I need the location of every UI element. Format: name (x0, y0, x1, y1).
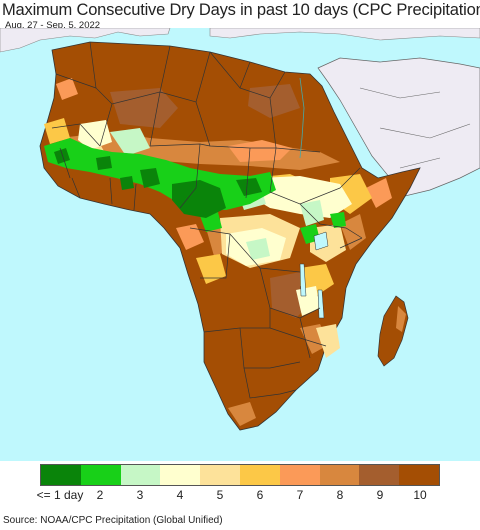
legend-label-1: <= 1 day (36, 488, 84, 502)
legend-swatch-7 (279, 465, 320, 485)
country-borders (51, 41, 363, 399)
africa-dry-days-map (0, 28, 480, 461)
europe-land (0, 28, 171, 53)
class-1-areas (54, 148, 262, 218)
legend-label-3: 3 (136, 488, 144, 502)
legend: <= 1 day 2 3 4 5 6 7 8 9 10 (36, 464, 440, 504)
legend-label-7: 7 (296, 488, 304, 502)
legend-swatch-8 (319, 465, 360, 485)
legend-swatch-5 (200, 465, 240, 485)
date-range: Aug. 27 - Sep. 5, 2022 (5, 20, 101, 31)
arabia-borders (359, 87, 471, 169)
legend-label-5: 5 (216, 488, 224, 502)
legend-swatch-4 (160, 465, 201, 485)
legend-swatch-6 (239, 465, 280, 485)
legend-swatch-10 (399, 465, 439, 485)
legend-label-2: 2 (96, 488, 104, 502)
legend-label-10: 10 (413, 488, 427, 502)
legend-swatches (40, 464, 440, 486)
arabia-land (317, 57, 480, 197)
nile-river (299, 77, 305, 159)
legend-label-8: 8 (336, 488, 344, 502)
legend-swatch-1 (41, 465, 81, 485)
legend-swatch-9 (359, 465, 400, 485)
map-title: Maximum Consecutive Dry Days in past 10 … (2, 1, 480, 19)
legend-label-9: 9 (376, 488, 384, 502)
europe-east-land (209, 28, 480, 41)
legend-labels: <= 1 day 2 3 4 5 6 7 8 9 10 (36, 488, 440, 504)
source-credit: Source: NOAA/CPC Precipitation (Global U… (3, 515, 223, 526)
legend-swatch-3 (120, 465, 161, 485)
madagascar-east (396, 306, 406, 332)
legend-swatch-2 (80, 465, 121, 485)
legend-label-4: 4 (176, 488, 184, 502)
legend-label-6: 6 (256, 488, 264, 502)
